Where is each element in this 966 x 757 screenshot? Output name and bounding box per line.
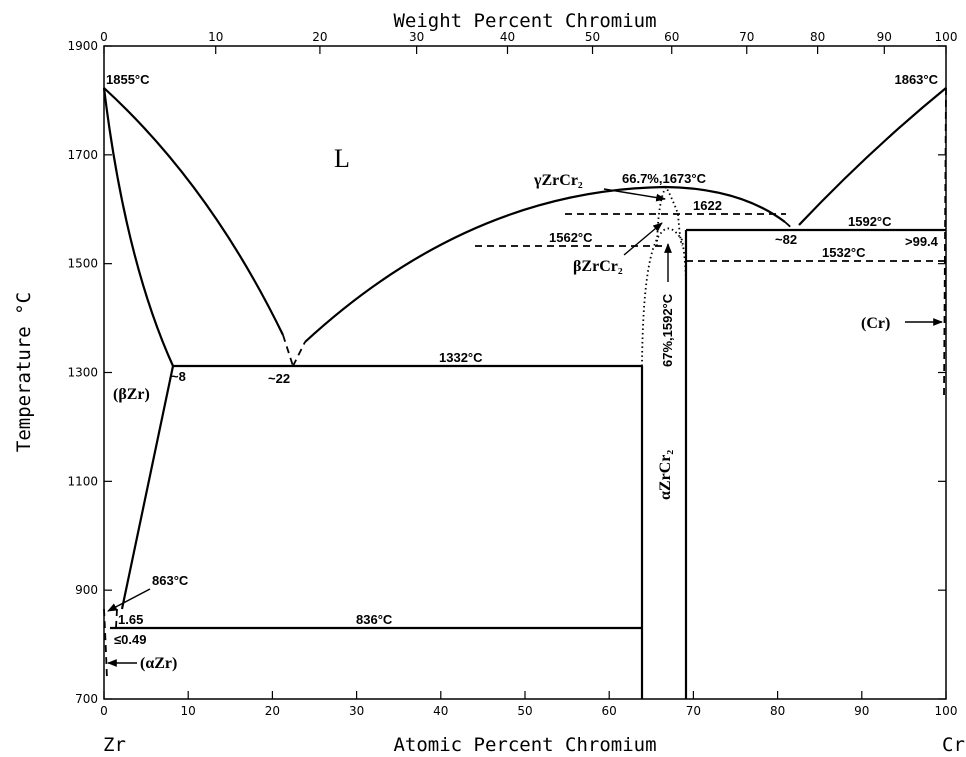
beta-zr-solvus (120, 365, 175, 610)
congruent-top-label: 66.7%,1673°C (622, 171, 707, 186)
liquidus-zr-side (103, 87, 284, 336)
alpha-zr-solvus-inner (115, 608, 118, 629)
t-1562-label: 1562°C (549, 230, 593, 245)
y-axis-tick-labels: 700 900 1100 1300 1500 1700 1900 (67, 39, 98, 706)
top-axis-tick-labels: 0 10 20 30 40 50 60 70 80 90 100 (100, 30, 957, 44)
bottom-axis-title: Atomic Percent Chromium (393, 734, 656, 756)
beta-zrcr2-label: βZrCr₂ (573, 258, 623, 275)
right-element-label: Cr (942, 734, 965, 756)
y-tick-label: 1900 (67, 39, 98, 53)
gamma-zrcr2-label: γZrCr₂ (533, 172, 583, 189)
x-99-4-label: >99.4 (905, 234, 939, 249)
gamma-zrcr2-field (656, 185, 683, 247)
left-element-label: Zr (103, 734, 126, 756)
solidus-zr (102, 87, 175, 367)
y-tick-label: 900 (75, 583, 98, 597)
top-axis-title: Weight Percent Chromium (393, 10, 656, 32)
liquid-label: L (334, 144, 350, 173)
top-tick-label: 70 (739, 30, 754, 44)
t-1622-label: 1622 (693, 198, 722, 213)
t-863-arrow (107, 588, 151, 612)
gamma-phase-arrow (603, 188, 666, 202)
t-1332-label: 1332°C (439, 350, 483, 365)
t-cr-melt-label: 1863°C (894, 72, 938, 87)
plot-frame (103, 45, 947, 700)
top-tick-label: 40 (500, 30, 515, 44)
alpha-zr-solvus (103, 608, 108, 681)
bottom-tick-label: 50 (517, 704, 532, 718)
y-tick-label: 1500 (67, 257, 98, 271)
liquidus-to-compound (304, 185, 786, 343)
x-8-label: ~8 (171, 369, 186, 384)
beta-zr-label: (βZr) (113, 386, 150, 403)
bottom-tick-label: 30 (349, 704, 364, 718)
x-22-label: ~22 (268, 371, 290, 386)
alpha-zr-label: (αZr) (140, 655, 177, 672)
t-zr-melt-label: 1855°C (106, 72, 150, 87)
top-tick-label: 10 (208, 30, 223, 44)
cr-solvus (943, 87, 947, 397)
y-tick-label: 700 (75, 692, 98, 706)
top-tick-label: 90 (877, 30, 892, 44)
top-tick-label: 20 (312, 30, 327, 44)
cr-phase-label: (Cr) (861, 315, 890, 332)
axis-tick-marks (103, 45, 947, 700)
bottom-tick-label: 80 (770, 704, 785, 718)
top-tick-label: 100 (935, 30, 958, 44)
bottom-tick-label: 10 (181, 704, 196, 718)
x-0-49-label: ≤0.49 (114, 632, 146, 647)
alpha-zrcr2-label: αZrCr₂ (657, 450, 674, 500)
t-1532-label: 1532°C (822, 245, 866, 260)
bottom-tick-label: 60 (602, 704, 617, 718)
bottom-tick-label: 70 (686, 704, 701, 718)
beta-phase-arrow (623, 222, 663, 256)
bottom-tick-label: 90 (854, 704, 869, 718)
bottom-tick-label: 40 (433, 704, 448, 718)
x-1-65-label: 1.65 (118, 612, 143, 627)
y-tick-label: 1300 (67, 366, 98, 380)
congruent-beta-label: 67%,1592°C (660, 293, 675, 367)
top-tick-label: 60 (664, 30, 679, 44)
top-tick-label: 30 (409, 30, 424, 44)
liquidus-cr-side (798, 87, 947, 226)
bottom-axis-tick-labels: 0 10 20 30 40 50 60 70 80 90 100 (100, 704, 957, 718)
left-axis-title: Temperature °C (13, 292, 35, 452)
top-tick-label: 50 (585, 30, 600, 44)
bottom-tick-label: 20 (265, 704, 280, 718)
top-tick-label: 80 (810, 30, 825, 44)
bottom-tick-label: 100 (935, 704, 958, 718)
bottom-tick-label: 0 (100, 704, 108, 718)
liquidus-eutectic-dashed (292, 341, 306, 367)
y-tick-label: 1100 (67, 474, 98, 488)
liquidus-near-82 (784, 221, 795, 231)
t-863-label: 863°C (152, 573, 189, 588)
t-1592-label: 1592°C (848, 214, 892, 229)
t-836-label: 836°C (356, 612, 393, 627)
x-82-label: ~82 (775, 232, 797, 247)
y-tick-label: 1700 (67, 148, 98, 162)
top-tick-label: 0 (100, 30, 108, 44)
liquidus-zr-dashed (282, 334, 294, 367)
